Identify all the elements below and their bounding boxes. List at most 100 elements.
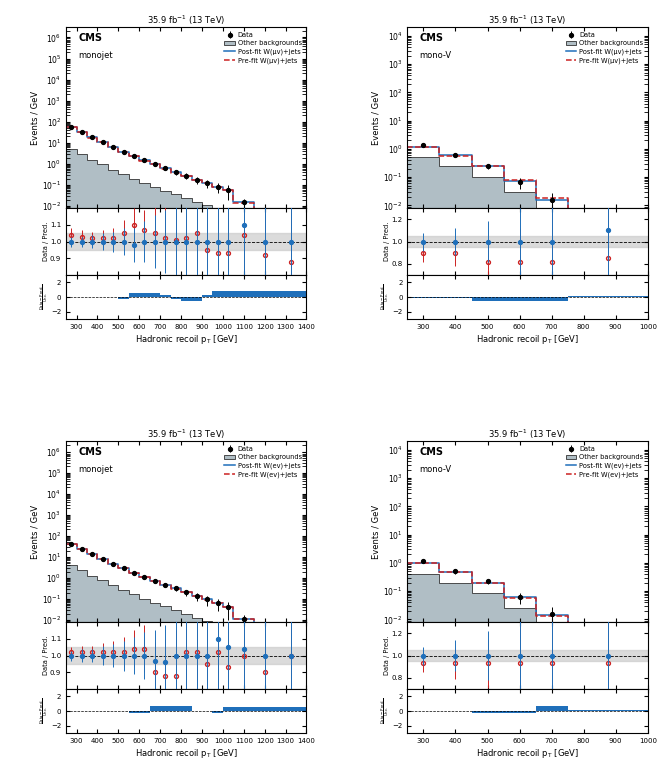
Post-fit W(ev)+jets: [564, 644, 572, 654]
Pre-fit W(ev)+jets: [93, 550, 101, 559]
Post-fit W(μv)+jets: [167, 168, 175, 177]
Post-fit W(μv)+jets: [436, 151, 444, 160]
Post-fit W(ev)+jets: [177, 587, 185, 597]
Post-fit W(ev)+jets: [114, 564, 122, 573]
Pre-fit W(ev)+jets: [500, 593, 508, 603]
Post-fit W(μv)+jets: [303, 221, 311, 230]
Text: monojet: monojet: [78, 51, 113, 60]
Post-fit W(μv)+jets: [467, 162, 475, 171]
Pre-fit W(ev)+jets: [467, 568, 475, 577]
Post-fit W(μv)+jets: [136, 156, 143, 165]
Text: CMS: CMS: [420, 447, 444, 457]
Pre-fit W(ev)+jets: [188, 591, 196, 601]
Post-fit W(μv)+jets: [271, 221, 279, 230]
Post-fit W(ev)+jets: [403, 558, 411, 568]
Pre-fit W(μv)+jets: [104, 143, 112, 152]
Pre-fit W(μv)+jets: [83, 128, 91, 137]
Post-fit W(ev)+jets: [644, 644, 652, 654]
Y-axis label: $\frac{\mathrm{Data-Pred.}}{\mathrm{Unc.}}$: $\frac{\mathrm{Data-Pred.}}{\mathrm{Unc.…: [379, 698, 391, 724]
Pre-fit W(ev)+jets: [73, 544, 81, 554]
Y-axis label: Data / Pred.: Data / Pred.: [42, 222, 49, 261]
Pre-fit W(ev)+jets: [156, 580, 164, 590]
Pre-fit W(μv)+jets: [167, 168, 175, 177]
Pre-fit W(ev)+jets: [198, 595, 206, 604]
Post-fit W(μv)+jets: [167, 164, 175, 173]
Post-fit W(ev)+jets: [104, 554, 112, 564]
Post-fit W(ev)+jets: [436, 558, 444, 568]
Bar: [407, 236, 648, 247]
Pre-fit W(μv)+jets: [177, 168, 185, 177]
Y-axis label: Data / Pred.: Data / Pred.: [384, 636, 390, 675]
Pre-fit W(μv)+jets: [188, 172, 196, 181]
Pre-fit W(ev)+jets: [114, 559, 122, 568]
Line: Post-fit W(ev)+jets: Post-fit W(ev)+jets: [66, 544, 307, 642]
Pre-fit W(μv)+jets: [251, 198, 258, 207]
Pre-fit W(μv)+jets: [167, 164, 175, 173]
Polygon shape: [407, 574, 648, 784]
Post-fit W(μv)+jets: [208, 182, 216, 191]
Pre-fit W(ev)+jets: [500, 579, 508, 588]
Pre-fit W(μv)+jets: [229, 186, 237, 195]
Pre-fit W(μv)+jets: [467, 151, 475, 160]
Pre-fit W(ev)+jets: [145, 572, 153, 582]
Y-axis label: $\frac{\mathrm{Data-Pred.}}{\mathrm{Unc.}}$: $\frac{\mathrm{Data-Pred.}}{\mathrm{Unc.…: [38, 698, 50, 724]
Polygon shape: [66, 149, 307, 354]
X-axis label: Hadronic recoil p$_{\mathrm{T}}$ [GeV]: Hadronic recoil p$_{\mathrm{T}}$ [GeV]: [135, 332, 238, 346]
Post-fit W(μv)+jets: [156, 164, 164, 173]
Pre-fit W(ev)+jets: [436, 558, 444, 568]
Pre-fit W(ev)+jets: [271, 623, 279, 633]
Pre-fit W(ev)+jets: [219, 598, 227, 608]
Post-fit W(μv)+jets: [531, 196, 539, 205]
Post-fit W(μv)+jets: [114, 143, 122, 152]
Pre-fit W(ev)+jets: [436, 568, 444, 577]
Post-fit W(ev)+jets: [83, 544, 91, 554]
Post-fit W(ev)+jets: [531, 593, 539, 602]
Pre-fit W(ev)+jets: [271, 637, 279, 647]
Text: CMS: CMS: [78, 447, 102, 457]
Pre-fit W(μv)+jets: [271, 221, 279, 230]
Title: 35.9 fb$^{-1}$ (13 TeV): 35.9 fb$^{-1}$ (13 TeV): [147, 14, 225, 27]
Post-fit W(ev)+jets: [436, 567, 444, 576]
Post-fit W(ev)+jets: [229, 615, 237, 624]
Pre-fit W(ev)+jets: [62, 539, 70, 549]
Y-axis label: Data / Pred.: Data / Pred.: [384, 222, 390, 261]
Pre-fit W(μv)+jets: [125, 147, 133, 157]
Pre-fit W(ev)+jets: [136, 572, 143, 582]
Post-fit W(μv)+jets: [500, 162, 508, 171]
Line: Pre-fit W(ev)+jets: Pre-fit W(ev)+jets: [66, 544, 307, 642]
Post-fit W(μv)+jets: [251, 207, 258, 216]
Bar: [66, 648, 307, 664]
Post-fit W(μv)+jets: [125, 147, 133, 156]
Pre-fit W(μv)+jets: [73, 128, 81, 137]
Post-fit W(ev)+jets: [500, 593, 508, 602]
Pre-fit W(μv)+jets: [125, 152, 133, 162]
Line: Pre-fit W(μv)+jets: Pre-fit W(μv)+jets: [66, 127, 307, 226]
X-axis label: Hadronic recoil p$_{\mathrm{T}}$ [GeV]: Hadronic recoil p$_{\mathrm{T}}$ [GeV]: [476, 746, 579, 760]
Pre-fit W(μv)+jets: [229, 198, 237, 207]
Pre-fit W(μv)+jets: [564, 194, 572, 203]
Pre-fit W(μv)+jets: [156, 164, 164, 173]
Pre-fit W(ev)+jets: [125, 568, 133, 578]
Legend: Data, Other backgrounds, Post-fit W(ev)+jets, Pre-fit W(ev)+jets: Data, Other backgrounds, Post-fit W(ev)+…: [223, 445, 303, 480]
Post-fit W(μv)+jets: [198, 175, 206, 184]
Pre-fit W(μv)+jets: [500, 175, 508, 184]
Pre-fit W(μv)+jets: [198, 179, 206, 188]
Post-fit W(ev)+jets: [62, 539, 70, 549]
Pre-fit W(ev)+jets: [125, 564, 133, 573]
Pre-fit W(μv)+jets: [531, 194, 539, 203]
Pre-fit W(μv)+jets: [303, 221, 311, 230]
Post-fit W(ev)+jets: [167, 580, 175, 590]
Pre-fit W(μv)+jets: [644, 227, 652, 236]
Pre-fit W(ev)+jets: [156, 576, 164, 586]
Post-fit W(ev)+jets: [271, 623, 279, 633]
Pre-fit W(μv)+jets: [62, 122, 70, 132]
Pre-fit W(μv)+jets: [145, 160, 153, 169]
Bar: [407, 650, 648, 661]
Pre-fit W(μv)+jets: [177, 172, 185, 181]
Post-fit W(ev)+jets: [136, 572, 143, 582]
Y-axis label: Events / GeV: Events / GeV: [371, 91, 381, 145]
Post-fit W(ev)+jets: [251, 623, 258, 633]
Post-fit W(μv)+jets: [219, 185, 227, 194]
Post-fit W(ev)+jets: [125, 564, 133, 573]
Post-fit W(ev)+jets: [145, 572, 153, 582]
